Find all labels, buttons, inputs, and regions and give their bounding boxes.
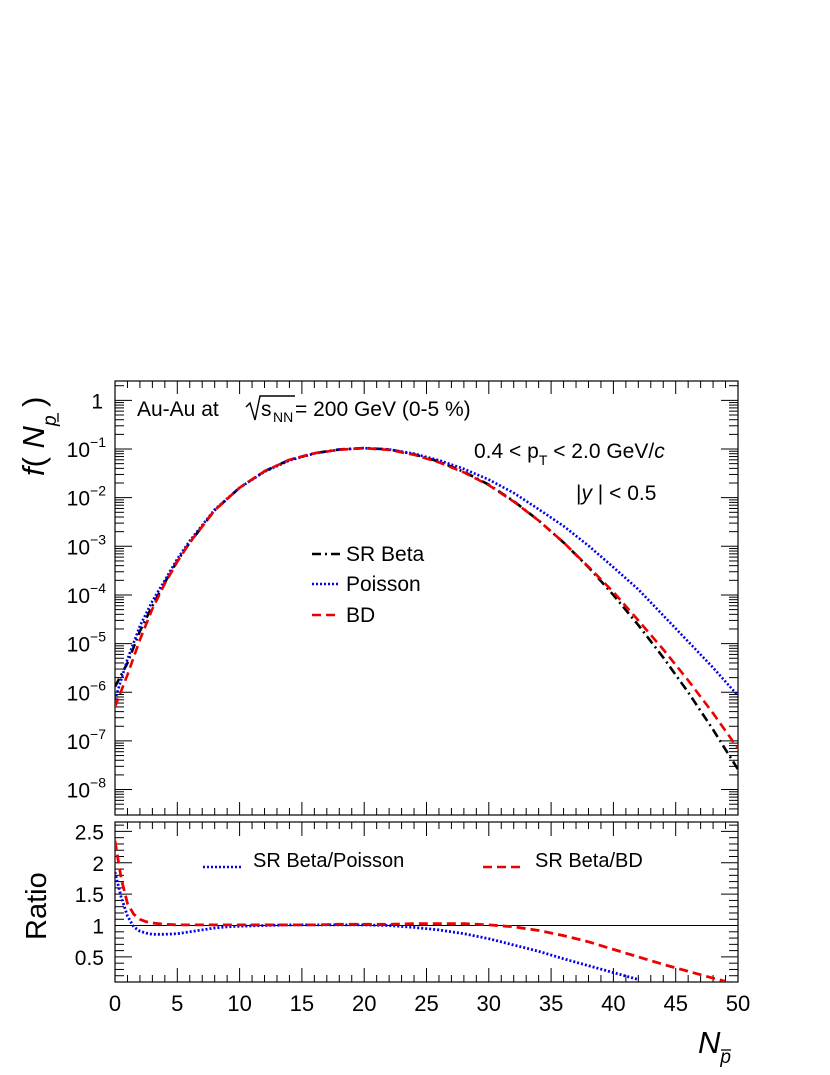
top-panel-ticks bbox=[114, 381, 739, 816]
bottom-ytick-label: 1.5 bbox=[75, 884, 104, 907]
top-ytick-label: 10−1 bbox=[67, 434, 107, 462]
bottom-legend: SR Beta/Poisson SR Beta/BD bbox=[203, 850, 643, 872]
top-ytick-label: 10−6 bbox=[67, 677, 107, 705]
top-series-line-2 bbox=[115, 446, 738, 750]
xtick-label: 10 bbox=[227, 991, 251, 1016]
rapidity-cut-label: |y | < 0.5 bbox=[576, 482, 656, 505]
xtick-label: 40 bbox=[601, 991, 625, 1016]
sqrt-sign bbox=[245, 395, 295, 421]
top-ytick-label: 10−4 bbox=[67, 580, 107, 608]
xtick-label: 5 bbox=[171, 991, 183, 1016]
bottom-panel-ytick-labels: 0.5 1 1.5 2 2.5 bbox=[75, 821, 104, 969]
svg-text:f( Np ): f( Np ) bbox=[16, 397, 61, 476]
top-panel-curves bbox=[115, 446, 738, 771]
top-ytick-label: 10−5 bbox=[67, 629, 107, 657]
top-ytick-label: 10−2 bbox=[67, 483, 107, 511]
bottom-ytick-label: 2.5 bbox=[75, 821, 104, 844]
x-axis-label: Np bbox=[698, 1025, 731, 1068]
xtick-label: 0 bbox=[109, 991, 121, 1016]
xtick-label: 35 bbox=[539, 991, 563, 1016]
legend-label-sr-beta-bd: SR Beta/BD bbox=[535, 850, 643, 872]
top-ytick-label: 10−8 bbox=[67, 775, 107, 803]
top-y-axis-label: f( Np ) bbox=[16, 397, 61, 476]
xtick-label: 30 bbox=[477, 991, 501, 1016]
bottom-panel-curves bbox=[115, 840, 726, 982]
xtick-label: 45 bbox=[663, 991, 687, 1016]
bottom-panel-xtick-labels: 0 5 10 15 20 25 30 35 40 45 50 bbox=[109, 991, 750, 1016]
top-series-line-1 bbox=[115, 446, 738, 701]
bottom-panel-ticks bbox=[114, 822, 739, 982]
legend-label-sr-beta: SR Beta bbox=[346, 543, 425, 566]
bottom-ytick-label: 0.5 bbox=[75, 947, 104, 970]
bottom-ytick-label: 1 bbox=[92, 916, 104, 939]
xtick-label: 20 bbox=[352, 991, 376, 1016]
legend-label-bd: BD bbox=[346, 604, 375, 627]
xtick-label: 50 bbox=[726, 991, 750, 1016]
legend-label-poisson: Poisson bbox=[346, 573, 421, 596]
top-ytick-label: 10−7 bbox=[67, 726, 107, 754]
bottom-y-axis-label: Ratio bbox=[21, 872, 53, 940]
top-ytick-label: 10−3 bbox=[67, 531, 107, 559]
xtick-label: 15 bbox=[290, 991, 314, 1016]
collision-label: Au-Au at bbox=[137, 398, 219, 421]
sqrt-s-label: s bbox=[261, 398, 272, 421]
energy-label: = 200 GeV (0-5 %) bbox=[295, 398, 471, 421]
top-legend: SR Beta Poisson BD bbox=[312, 543, 425, 627]
xtick-label: 25 bbox=[414, 991, 438, 1016]
top-ytick-label: 1 bbox=[91, 390, 103, 413]
top-panel-ytick-labels: 1 10−1 10−2 10−3 10−4 10−5 10−6 10−7 10−8 bbox=[67, 390, 107, 802]
sqrt-s-sub-label: NN bbox=[273, 409, 293, 425]
legend-label-sr-beta-poisson: SR Beta/Poisson bbox=[253, 850, 404, 872]
ratio-series-line-1 bbox=[115, 840, 726, 982]
pt-cut-label: 0.4 < pT < 2.0 GeV/c bbox=[474, 440, 665, 468]
bottom-ytick-label: 2 bbox=[92, 853, 104, 876]
